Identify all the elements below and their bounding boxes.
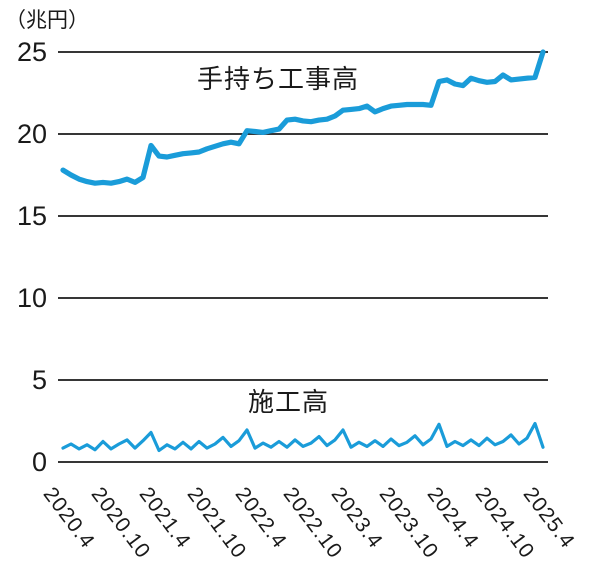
y-axis-unit-label: （兆円） — [5, 9, 89, 32]
y-tick-label-0: 0 — [31, 447, 47, 477]
y-tick-label-10: 10 — [16, 283, 47, 313]
series-line-construction-volume — [61, 421, 545, 453]
series-line-order-backlog — [60, 49, 546, 186]
y-tick-label-5: 5 — [31, 365, 47, 395]
series-label-order-backlog: 手持ち工事高 — [197, 64, 360, 94]
y-tick-label-25: 25 — [16, 37, 47, 67]
y-tick-label-20: 20 — [16, 119, 47, 149]
series-label-construction-volume: 施工高 — [248, 387, 330, 417]
y-tick-label-15: 15 — [16, 201, 47, 231]
